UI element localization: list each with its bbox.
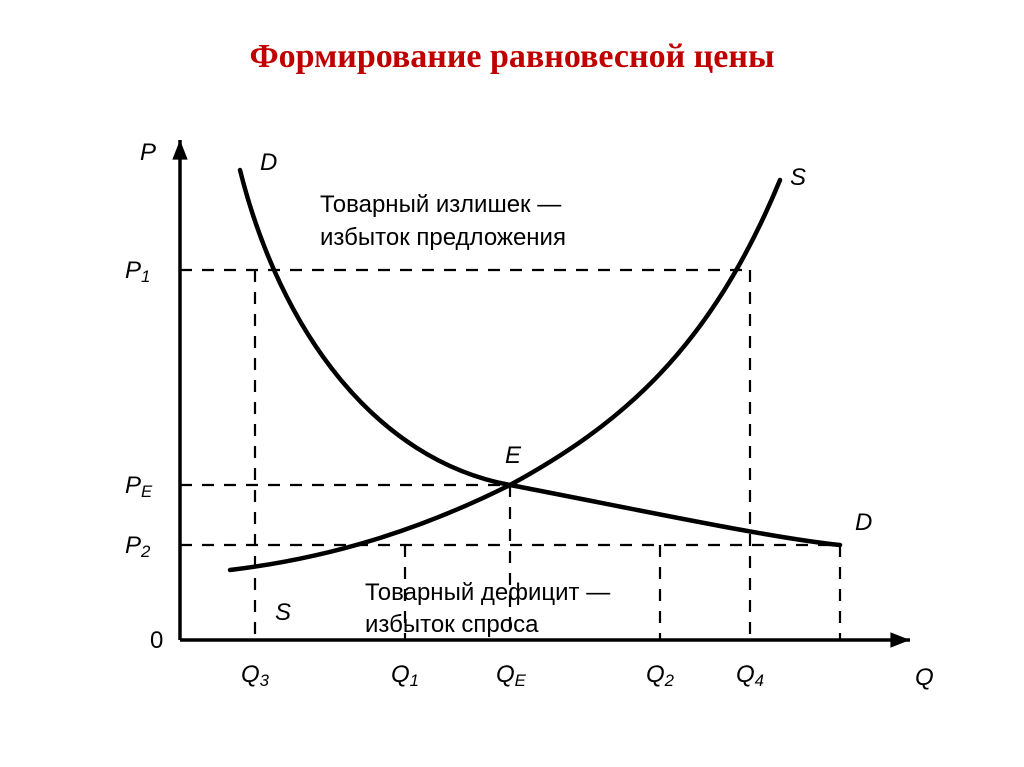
svg-text:E: E	[505, 442, 522, 469]
svg-text:избыток спроса: избыток спроса	[365, 611, 539, 638]
svg-text:Q2: Q2	[646, 661, 675, 690]
svg-text:P2: P2	[125, 532, 151, 561]
svg-text:D: D	[260, 149, 277, 176]
supply-demand-chart: P Q 0 P1 PE P2 Q3 Q1 QE Q2 Q4 D D S S E Товарный излишек…	[70, 130, 950, 730]
svg-text:S: S	[790, 164, 806, 191]
chart-container: P Q 0 P1 PE P2 Q3 Q1 QE Q2 Q4 D D S S E Товарный излишек…	[70, 130, 950, 735]
svg-text:Q4: Q4	[736, 661, 764, 690]
svg-text:P1: P1	[125, 257, 150, 286]
svg-text:PE: PE	[125, 472, 153, 501]
svg-text:D: D	[855, 509, 872, 536]
svg-text:QE: QE	[496, 661, 527, 690]
svg-text:Q: Q	[915, 664, 934, 691]
svg-text:Товарный излишек —: Товарный излишек —	[320, 191, 561, 218]
svg-text:Q3: Q3	[241, 661, 270, 690]
svg-text:Q1: Q1	[391, 661, 419, 690]
svg-text:P: P	[140, 139, 156, 166]
svg-text:Товарный дефицит —: Товарный дефицит —	[365, 579, 610, 606]
svg-text:S: S	[275, 599, 291, 626]
page-title: Формирование равновесной цены	[0, 38, 1024, 76]
svg-text:избыток предложения: избыток предложения	[320, 224, 566, 251]
svg-text:0: 0	[150, 627, 163, 654]
